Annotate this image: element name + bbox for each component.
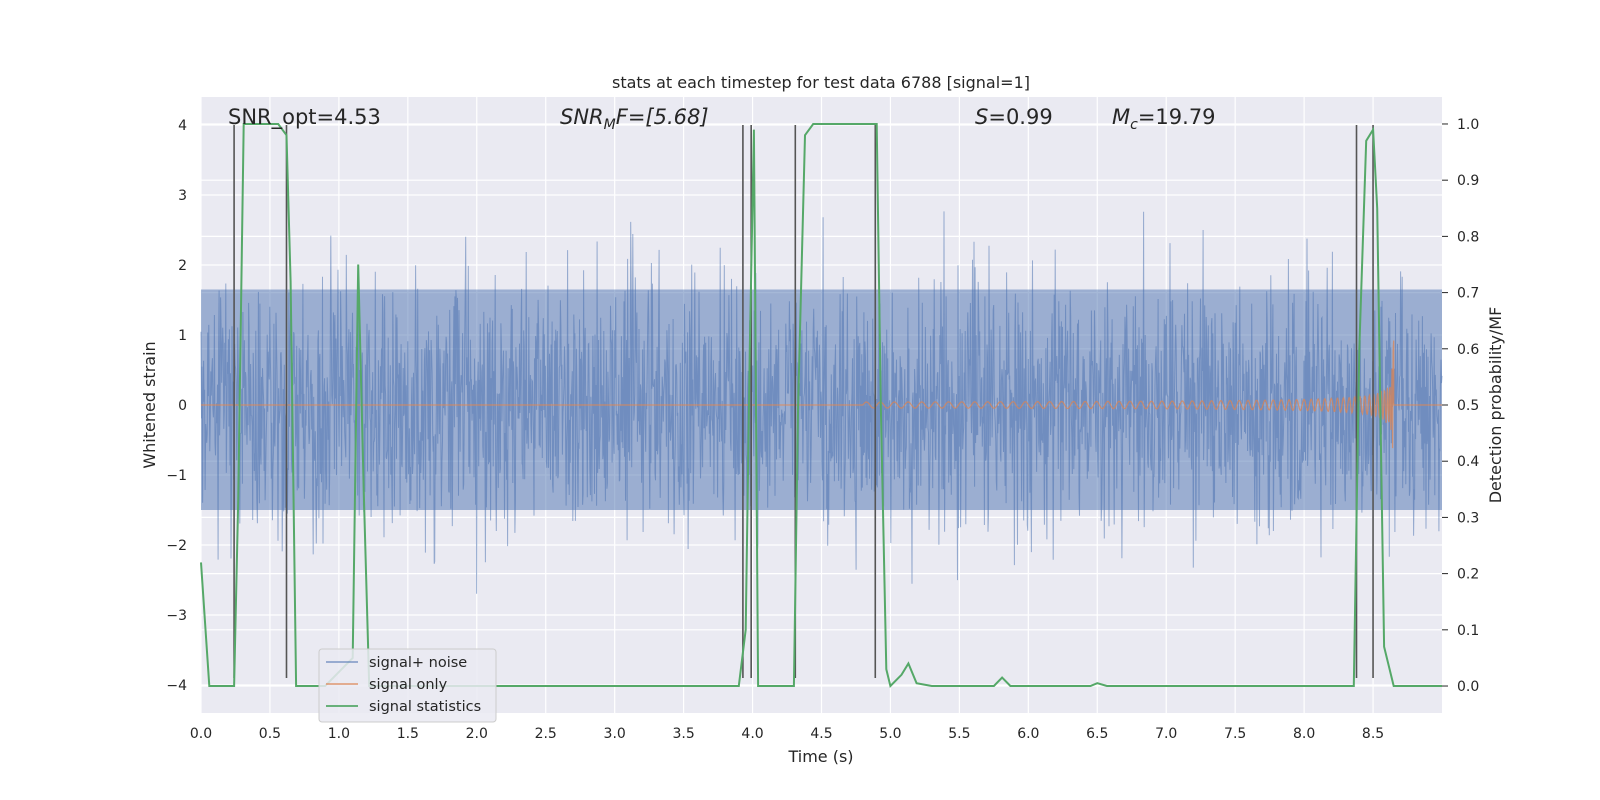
y-right-tick-label-3: 0.3 xyxy=(1457,510,1479,526)
chart-title: stats at each timestep for test data 678… xyxy=(612,73,1030,92)
x-tick-label-6: 3.0 xyxy=(604,726,626,742)
x-tick-label-13: 6.5 xyxy=(1086,726,1108,742)
y-tick-label-1: −3 xyxy=(166,608,187,624)
y-tick-label-8: 4 xyxy=(178,118,187,134)
x-tick-label-2: 1.0 xyxy=(328,726,350,742)
x-tick-label-11: 5.5 xyxy=(948,726,970,742)
legend-label-signal-only: signal only xyxy=(369,677,448,693)
y-right-tick-label-1: 0.1 xyxy=(1457,623,1479,639)
annotation-s-value: =0.99 xyxy=(988,105,1052,129)
y-tick-label-6: 2 xyxy=(178,258,187,274)
y-axis-label: Whitened strain xyxy=(140,341,159,468)
y-axis-right-label: Detection probability/MF xyxy=(1486,307,1505,504)
y-tick-label-7: 3 xyxy=(178,188,187,204)
series-signal-statistics xyxy=(200,123,1442,688)
annotation-snr-mf: SNRMF=[5.68] xyxy=(560,105,709,133)
y-right-tick-label-9: 0.9 xyxy=(1457,173,1479,189)
y-tick-label-4: 0 xyxy=(178,398,187,414)
x-tick-label-5: 2.5 xyxy=(535,726,557,742)
y-axis-ticks: −4 −3 −2 −1 0 1 2 3 4 xyxy=(166,118,187,694)
legend-label-signal-noise: signal+ noise xyxy=(369,655,467,671)
y-tick-label-2: −2 xyxy=(166,538,187,554)
legend-frame xyxy=(318,648,497,723)
x-tick-label-1: 0.5 xyxy=(259,726,281,742)
annotation-s: S=0.99 xyxy=(975,105,1053,129)
y-right-tick-label-0: 0.0 xyxy=(1457,679,1479,695)
y-right-tick-label-4: 0.4 xyxy=(1457,454,1479,470)
x-tick-label-16: 8.0 xyxy=(1293,726,1315,742)
series-signal-noise xyxy=(200,211,1443,594)
y-right-tick-label-10: 1.0 xyxy=(1457,117,1479,133)
x-axis-label: Time (s) xyxy=(787,747,853,766)
x-tick-label-9: 4.5 xyxy=(810,726,832,742)
x-tick-label-0: 0.0 xyxy=(190,726,212,742)
x-axis-ticks: 0.0 0.5 1.0 1.5 2.0 2.5 3.0 3.5 4.0 4.5 5.0 5.5 6.0 6… xyxy=(190,726,1384,742)
x-tick-label-8: 4.0 xyxy=(741,726,763,742)
x-tick-label-15: 7.5 xyxy=(1224,726,1246,742)
chirp-trace xyxy=(201,340,1442,449)
annotation-mc: Mc=19.79 xyxy=(1112,105,1216,133)
series-signal-only xyxy=(201,340,1442,449)
y-tick-label-5: 1 xyxy=(178,328,187,344)
x-tick-label-3: 1.5 xyxy=(397,726,419,742)
annotation-mc-symbol: M xyxy=(1112,105,1130,129)
annotation-snr-opt: SNR_opt=4.53 xyxy=(228,105,381,130)
x-tick-label-17: 8.5 xyxy=(1362,726,1384,742)
y-right-tick-label-2: 0.2 xyxy=(1457,567,1479,583)
y-tick-label-0: −4 xyxy=(166,678,187,694)
y-right-tick-label-5: 0.5 xyxy=(1457,398,1479,414)
annotation-snr-mf-subscript: M xyxy=(604,117,616,133)
x-tick-label-10: 5.0 xyxy=(879,726,901,742)
noise-trace xyxy=(200,211,1443,594)
y-tick-label-3: −1 xyxy=(166,468,187,484)
annotation-s-symbol: S xyxy=(975,105,988,129)
x-tick-label-12: 6.0 xyxy=(1017,726,1039,742)
vertical-markers xyxy=(233,125,1374,678)
annotation-mc-value: =19.79 xyxy=(1138,105,1216,129)
annotation-snr-mf-symbol: SNR xyxy=(560,105,604,129)
y-right-tick-label-7: 0.7 xyxy=(1457,286,1479,302)
legend-label-signal-statistics: signal statistics xyxy=(369,699,481,715)
y-right-tick-label-8: 0.8 xyxy=(1457,229,1479,245)
x-tick-label-4: 2.0 xyxy=(466,726,488,742)
x-tick-label-7: 3.5 xyxy=(672,726,694,742)
legend: signal+ noise signal only signal statist… xyxy=(318,648,497,723)
annotation-mc-subscript: c xyxy=(1130,117,1138,133)
statistics-trace xyxy=(200,123,1442,688)
x-tick-label-14: 7.0 xyxy=(1155,726,1177,742)
annotation-snr-mf-rest: F=[5.68] xyxy=(616,105,709,129)
y-axis-right-ticks: 0.0 0.1 0.2 0.3 0.4 0.5 0.6 0.7 0.8 0.9 1.0 xyxy=(1442,117,1479,695)
y-right-tick-label-6: 0.6 xyxy=(1457,342,1479,358)
